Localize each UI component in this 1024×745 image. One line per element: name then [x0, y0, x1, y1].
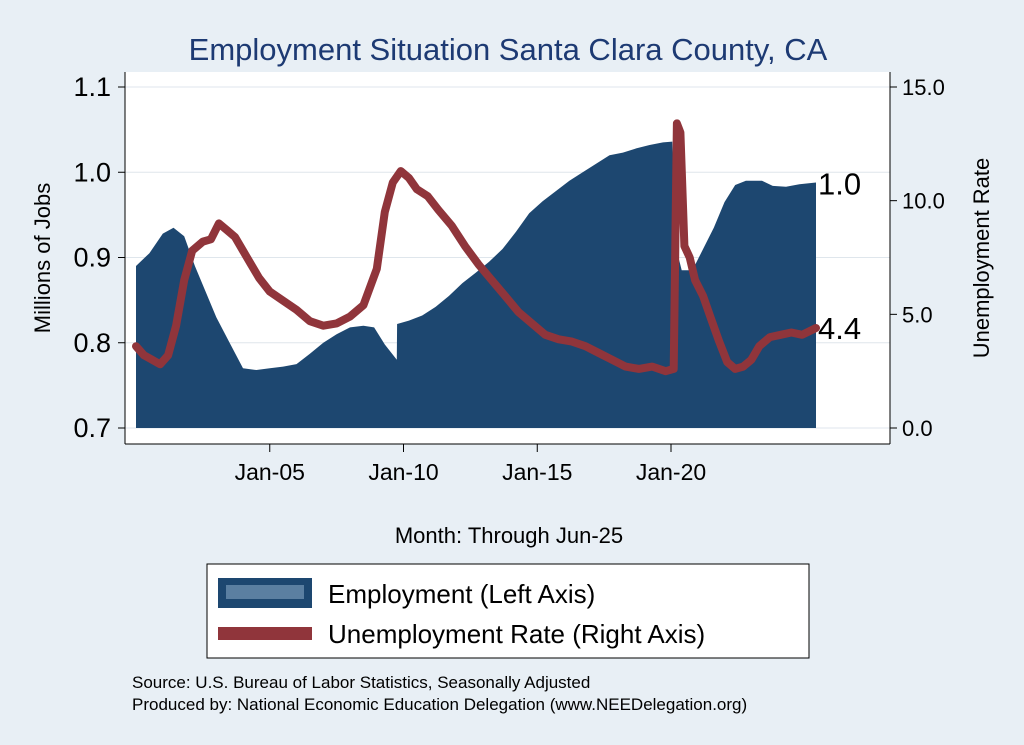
right-tick-label-3: 15.0 [902, 75, 945, 100]
x-tick-label-0: Jan-05 [235, 459, 305, 485]
y-axis-title-left: Millions of Jobs [30, 183, 55, 333]
left-tick-label-2: 0.9 [73, 243, 111, 273]
end-label-unemployment: 4.4 [818, 311, 861, 346]
x-axis: Jan-05 Jan-10 Jan-15 Jan-20 [125, 443, 890, 485]
legend-label-employment: Employment (Left Axis) [328, 579, 595, 609]
source-line: Source: U.S. Bureau of Labor Statistics,… [132, 673, 590, 692]
y-axis-title-right: Unemployment Rate [969, 158, 994, 359]
x-tick-label-1: Jan-10 [368, 459, 438, 485]
producer-line: Produced by: National Economic Education… [132, 695, 747, 714]
right-axis: 0.0 5.0 10.0 15.0 [889, 72, 945, 444]
left-tick-label-4: 1.1 [73, 72, 111, 102]
legend: Employment (Left Axis) Unemployment Rate… [206, 563, 810, 659]
right-tick-label-2: 10.0 [902, 189, 945, 214]
legend-label-unemployment: Unemployment Rate (Right Axis) [328, 619, 705, 649]
left-axis: 0.7 0.8 0.9 1.0 1.1 [73, 72, 126, 444]
unemployment-line [132, 119, 820, 376]
x-tick-label-2: Jan-15 [502, 459, 572, 485]
legend-swatch-unemployment [218, 627, 312, 640]
left-tick-label-3: 1.0 [73, 157, 111, 187]
end-label-employment: 1.0 [818, 167, 861, 202]
x-tick-label-3: Jan-20 [636, 459, 706, 485]
legend-swatch-employment-highlight [226, 585, 304, 599]
x-axis-title: Month: Through Jun-25 [395, 523, 623, 548]
employment-area [136, 141, 816, 428]
chart-title: Employment Situation Santa Clara County,… [189, 32, 828, 67]
right-tick-label-0: 0.0 [902, 416, 933, 441]
right-tick-label-1: 5.0 [902, 302, 933, 327]
left-tick-label-1: 0.8 [73, 328, 111, 358]
left-tick-label-0: 0.7 [73, 413, 111, 443]
